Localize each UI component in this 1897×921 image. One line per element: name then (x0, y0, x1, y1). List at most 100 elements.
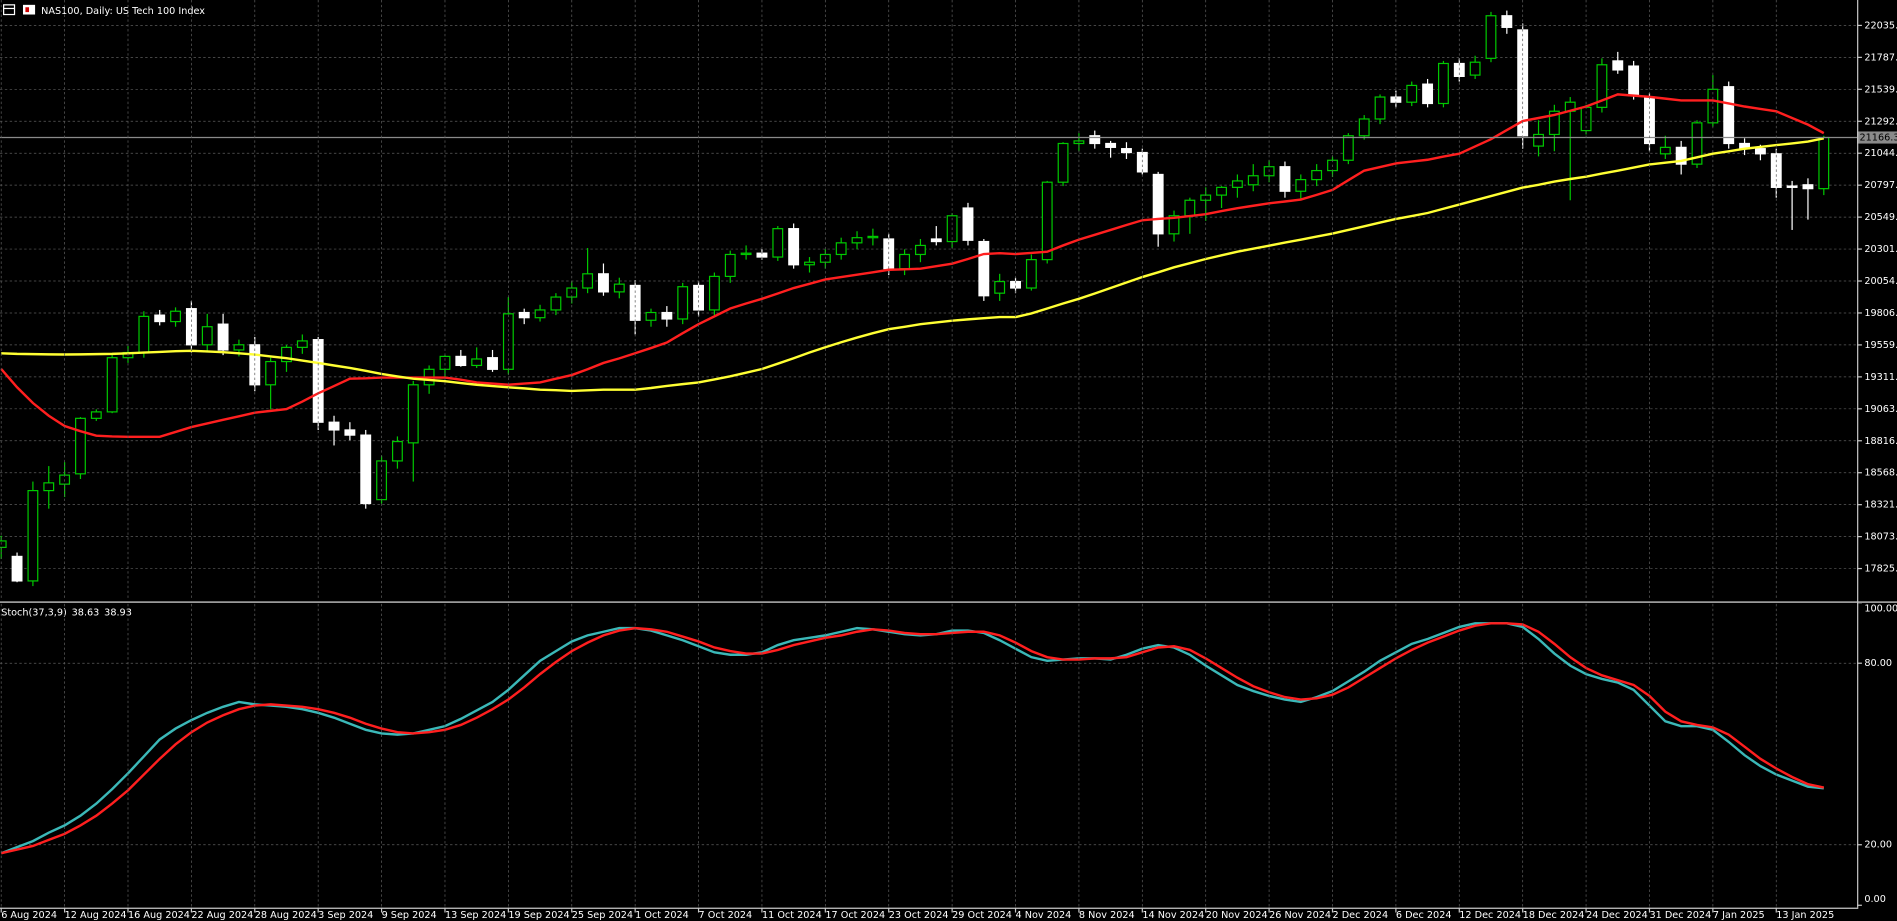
y-tick-label: 21539.8 (1864, 84, 1897, 95)
header-icons (3, 4, 36, 16)
candle-body (106, 357, 118, 413)
stochastic-line (0, 622, 1825, 855)
x-tick-label: 8 Nov 2024 (1079, 910, 1135, 921)
candle-body (1358, 118, 1370, 137)
candle-body (1533, 133, 1544, 147)
candle-body (360, 434, 372, 505)
y-tick-label: 19806.6 (1864, 308, 1897, 319)
candle-body (867, 235, 879, 239)
x-tick-label: 20 Nov 2024 (1206, 910, 1268, 921)
candle-body (1279, 166, 1291, 192)
candle-body (804, 261, 815, 266)
candle-body (1612, 60, 1624, 71)
candle-body (1184, 199, 1196, 217)
candle-body (265, 360, 277, 386)
y-tick-label: 19063.8 (1864, 404, 1897, 415)
y-tick-label: 18816.2 (1864, 436, 1897, 447)
x-tick-label: 26 Nov 2024 (1269, 910, 1331, 921)
candle-body (1311, 169, 1323, 181)
candle-body (645, 311, 657, 321)
candle-body (613, 283, 625, 293)
x-tick-label: 19 Sep 2024 (508, 910, 569, 921)
candle-body (661, 311, 673, 320)
candle-body (994, 280, 1006, 294)
candle-body (154, 314, 166, 323)
x-tick-label: 6 Aug 2024 (1, 910, 57, 921)
candle-body (1501, 15, 1513, 28)
x-tick-label: 31 Dec 2024 (1649, 910, 1711, 921)
candle-body (1041, 181, 1053, 261)
indicator-label-part: 38.63 (72, 607, 100, 618)
y-tick-label: 21044.6 (1864, 148, 1897, 159)
candle-body (233, 344, 245, 351)
candle-body (312, 339, 324, 423)
candle-body (1105, 142, 1117, 148)
candle-body (43, 482, 55, 492)
last-price-label: 21166.3 (1859, 133, 1897, 144)
candle-body (1247, 175, 1259, 186)
candle-body (1818, 136, 1830, 190)
stochastic-panel: 100.00 80.00 20.00 0.00 6 Aug 2024 12 Aug 202… (0, 602, 1897, 921)
candle-body (11, 555, 23, 582)
x-tick-label: 12 Dec 2024 (1459, 910, 1521, 921)
y-tick-label: 20301.8 (1864, 244, 1897, 255)
y-tick-label: 80.00 (1864, 658, 1892, 669)
candle-body (1786, 185, 1798, 188)
candle-body (391, 440, 403, 462)
candle-body (1659, 146, 1671, 155)
candle-body (788, 228, 800, 266)
candle-body (217, 323, 229, 351)
x-tick-label: 22 Aug 2024 (191, 910, 253, 921)
x-tick-label: 2 Dec 2024 (1332, 910, 1388, 921)
x-tick-label: 12 Aug 2024 (65, 910, 127, 921)
last-price-tag (1857, 131, 1897, 144)
y-tick-label: 20054.2 (1864, 276, 1897, 287)
candle-body (344, 429, 356, 436)
x-tick-label: 11 Oct 2024 (762, 910, 822, 921)
candle-body (708, 275, 720, 311)
candle-body (899, 253, 911, 270)
x-tick-label: 6 Dec 2024 (1396, 910, 1452, 921)
candle-body (978, 240, 990, 297)
price-panel: 22035.0 21787.4 21539.8 21292.2 21044.6 20797… (0, 10, 1897, 587)
candle-body (962, 207, 974, 241)
candle-body (835, 242, 847, 256)
candle-body (914, 244, 926, 256)
y-tick-label: 18321.0 (1864, 500, 1897, 511)
candle-body (740, 252, 752, 256)
x-tick-label: 4 Nov 2024 (1016, 910, 1072, 921)
candle-body (1628, 65, 1640, 97)
candle-body (1136, 151, 1148, 173)
candle-body (851, 237, 863, 244)
x-tick-label: 7 Oct 2024 (699, 910, 753, 921)
x-tick-label: 13 Jan 2025 (1776, 910, 1834, 921)
candle-body (407, 384, 419, 444)
y-tick-label: 19559.0 (1864, 340, 1897, 351)
candle-body (138, 315, 150, 354)
candle-body (518, 311, 530, 319)
candle-body (550, 296, 562, 311)
candle-body (1231, 180, 1243, 188)
moving-average (1, 137, 1825, 393)
candle-body (1168, 215, 1180, 235)
y-tick-label: 100.00 (1864, 604, 1897, 615)
y-tick-label: 19311.4 (1864, 372, 1897, 383)
y-tick-label: 21292.2 (1864, 116, 1897, 127)
candle-body (1295, 179, 1307, 192)
moving-average (0, 93, 1825, 438)
x-tick-label: 9 Sep 2024 (382, 910, 437, 921)
candle-body (1485, 15, 1497, 59)
x-tick-label: 14 Nov 2024 (1142, 910, 1204, 921)
candle-body (1437, 62, 1449, 105)
candle-body (75, 417, 86, 475)
candle-body (598, 273, 609, 293)
indicator-label-part: 38.93 (104, 607, 132, 618)
indicator-label: Stoch(37,3,9) 38.63 38.93 (1, 607, 132, 618)
candle-body (1422, 83, 1434, 105)
candle-body (772, 228, 784, 258)
candle-body (471, 358, 483, 367)
candle-body (296, 340, 308, 348)
